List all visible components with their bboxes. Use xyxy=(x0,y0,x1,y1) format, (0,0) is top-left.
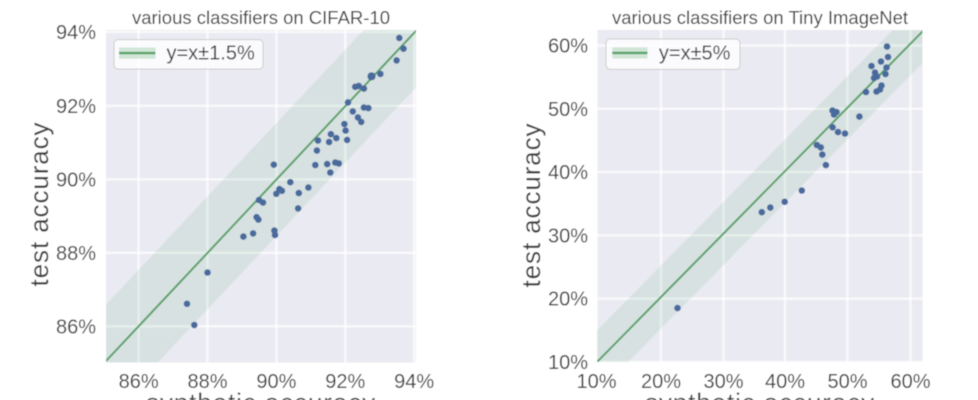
svg-text:test accuracy: test accuracy xyxy=(516,123,546,288)
svg-text:40%: 40% xyxy=(548,162,588,184)
svg-text:60%: 60% xyxy=(890,371,930,393)
svg-text:92%: 92% xyxy=(56,96,96,118)
svg-text:test accuracy: test accuracy xyxy=(24,122,54,287)
svg-text:10%: 10% xyxy=(548,352,588,374)
svg-text:synthetic accuracy: synthetic accuracy xyxy=(645,388,875,400)
svg-text:90%: 90% xyxy=(256,371,296,393)
svg-text:synthetic accuracy: synthetic accuracy xyxy=(146,388,376,400)
svg-text:50%: 50% xyxy=(827,371,867,393)
svg-text:86%: 86% xyxy=(56,316,96,338)
svg-text:various classifiers on Tiny Im: various classifiers on Tiny ImageNet xyxy=(612,7,908,28)
svg-text:90%: 90% xyxy=(56,169,96,191)
svg-text:20%: 20% xyxy=(641,371,681,393)
svg-text:y=x±1.5%: y=x±1.5% xyxy=(167,43,255,65)
svg-text:40%: 40% xyxy=(765,371,805,393)
svg-text:60%: 60% xyxy=(548,36,588,58)
svg-text:50%: 50% xyxy=(548,99,588,121)
svg-text:30%: 30% xyxy=(703,371,743,393)
svg-text:20%: 20% xyxy=(548,289,588,311)
svg-text:88%: 88% xyxy=(56,243,96,265)
svg-text:10%: 10% xyxy=(576,371,616,393)
svg-text:various classifiers on CIFAR-1: various classifiers on CIFAR-10 xyxy=(132,7,390,28)
svg-text:94%: 94% xyxy=(56,22,96,44)
svg-text:88%: 88% xyxy=(187,371,227,393)
svg-text:y=x±5%: y=x±5% xyxy=(659,43,731,65)
svg-text:92%: 92% xyxy=(325,371,365,393)
svg-text:30%: 30% xyxy=(548,225,588,247)
svg-text:94%: 94% xyxy=(394,371,434,393)
svg-text:86%: 86% xyxy=(119,371,159,393)
